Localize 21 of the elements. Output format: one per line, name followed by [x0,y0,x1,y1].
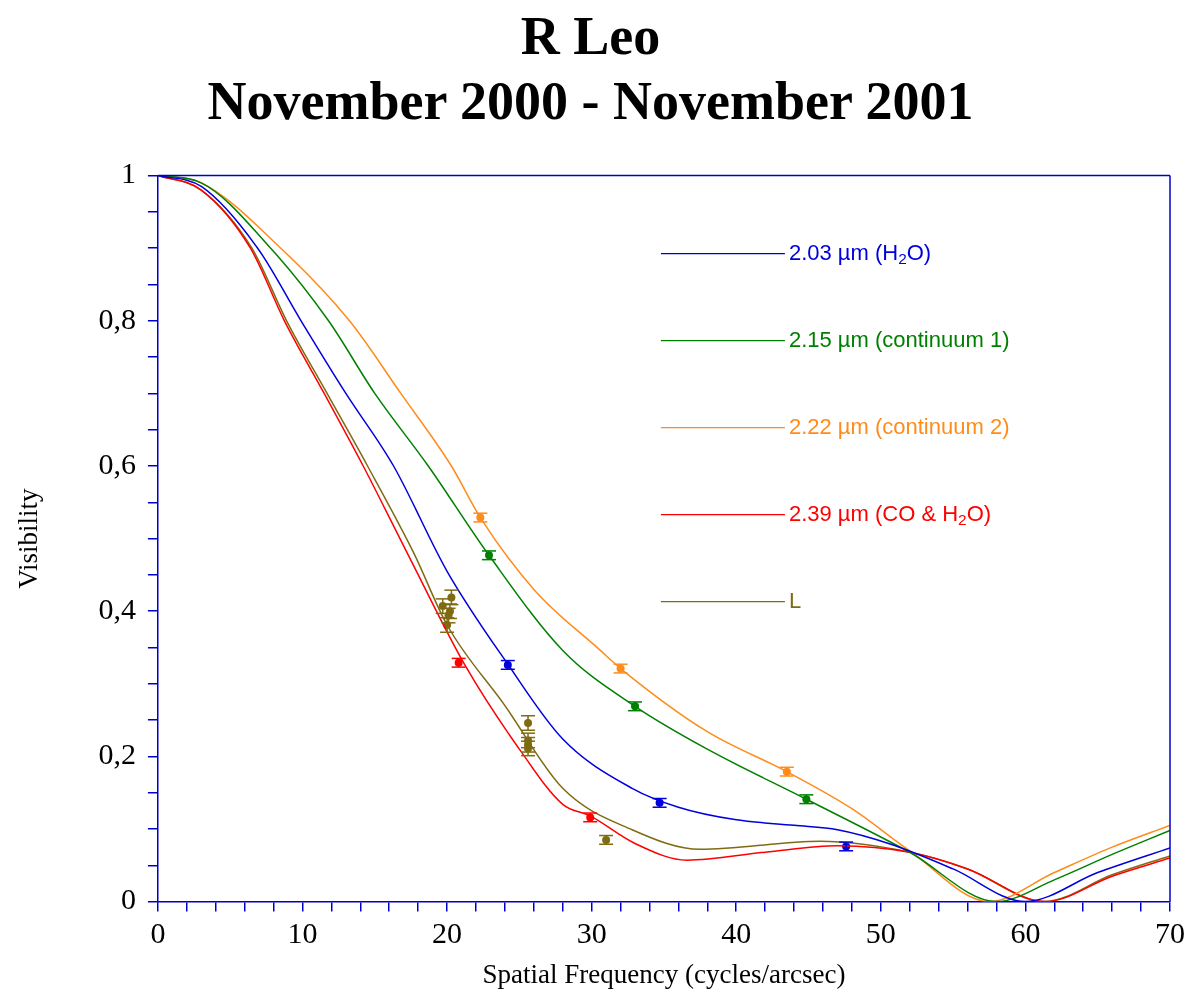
chart-subtitle: November 2000 - November 2001 [207,71,974,132]
x-tick-label: 70 [1155,916,1185,950]
y-tick-label: 0,8 [98,301,136,335]
x-tick-label: 50 [865,916,896,950]
x-tick-label: 20 [432,916,463,950]
y-tick-label: 0,6 [98,446,136,480]
y-axis-title: Visibility [13,487,44,589]
y-tick-label: 0,4 [98,592,136,626]
x-axis-title: Spatial Frequency (cycles/arcsec) [482,958,846,989]
x-tick-label: 0 [150,916,166,950]
x-tick-label: 30 [576,916,607,950]
chart-title: R Leo [520,6,661,67]
text: 2.22 µm (continuum 2) [788,413,1010,439]
x-tick-label: 60 [1010,916,1041,950]
x-tick-label: 40 [721,916,752,950]
text: L [788,587,802,613]
y-tick-label: 0,2 [98,737,136,771]
y-tick-label: 0 [120,882,136,916]
y-tick-label: 1 [120,156,136,190]
text: 2.15 µm (continuum 1) [788,326,1010,352]
x-tick-label: 10 [287,916,318,950]
